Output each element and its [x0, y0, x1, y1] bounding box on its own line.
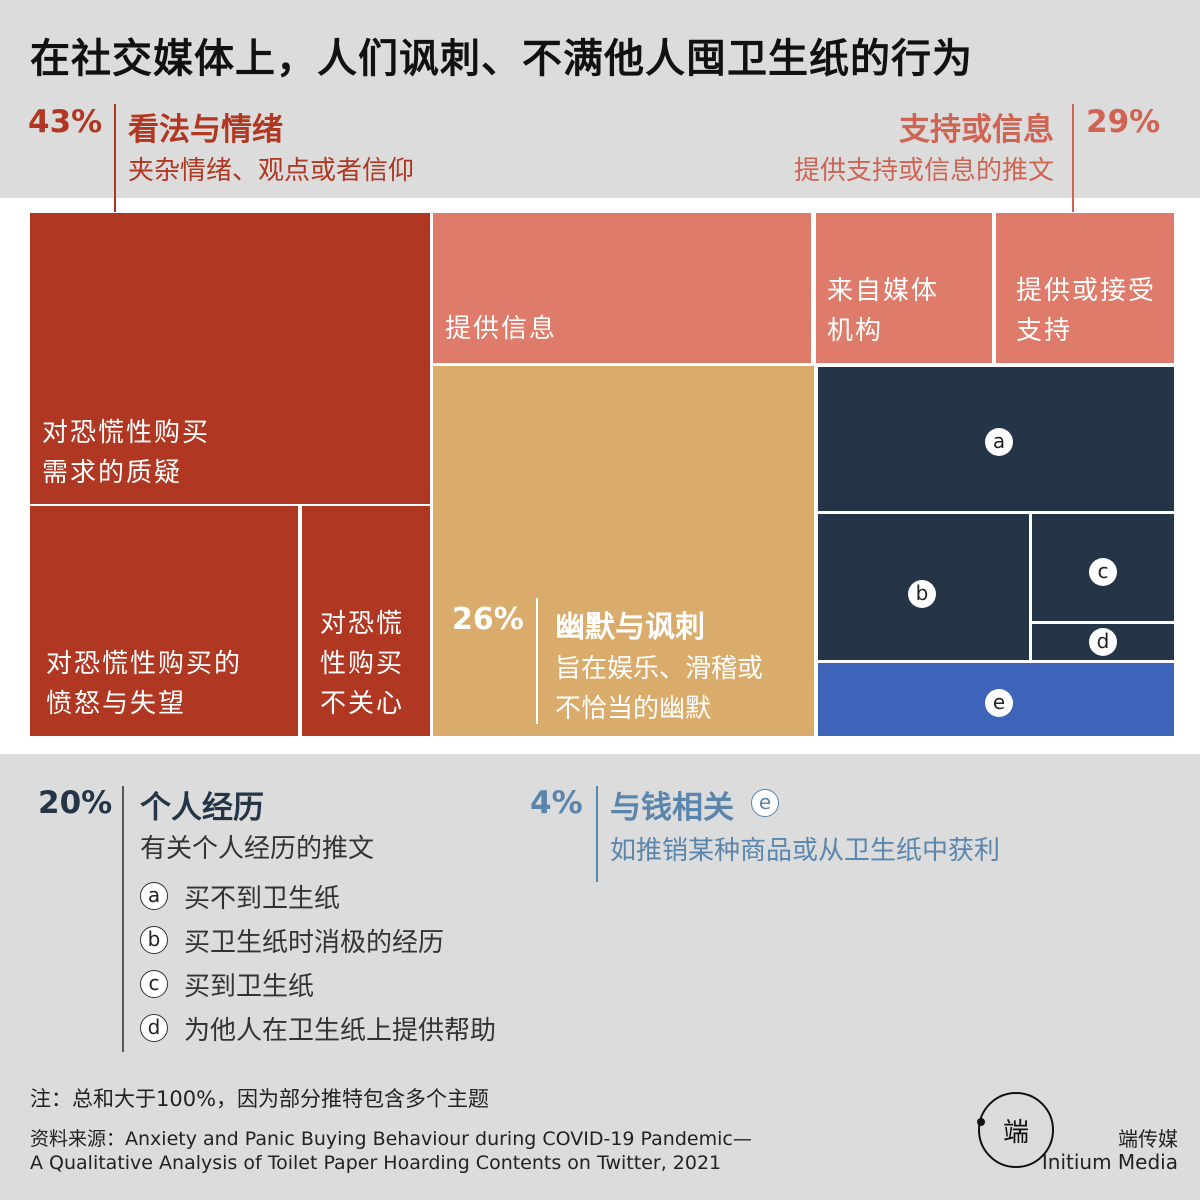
tile-label: 提供信息 — [445, 309, 557, 349]
marker-e: e — [985, 689, 1013, 717]
tile-personal-c: c — [1032, 514, 1174, 621]
tile-label-line: 对恐慌性购买的 — [46, 649, 243, 679]
tile-label-line: 对恐慌性购买 — [42, 418, 211, 448]
tile-support-help: 提供或接受 支持 — [996, 213, 1174, 363]
legend-text-c: 买到卫生纸 — [184, 972, 315, 1002]
legend-marker-b: b — [140, 926, 168, 954]
support-divider — [1072, 104, 1074, 212]
logo-dot-icon — [977, 1118, 985, 1126]
footnote: 注：总和大于100%，因为部分推特包含多个主题 — [30, 1087, 490, 1111]
tile-label-line: 提供或接受 — [1016, 276, 1157, 306]
humor-desc-line: 旨在娱乐、滑稽或 — [555, 654, 764, 684]
support-percent: 29% — [1086, 104, 1161, 140]
legend-text-a: 买不到卫生纸 — [184, 884, 341, 914]
source-line: 资料来源：Anxiety and Panic Buying Behaviour … — [30, 1128, 752, 1150]
humor-divider — [536, 598, 538, 724]
personal-title: 个人经历 — [140, 790, 264, 826]
legend-marker-c: c — [140, 970, 168, 998]
personal-desc: 有关个人经历的推文 — [140, 834, 375, 864]
tile-label-line: 性购买 — [320, 649, 405, 679]
tile-support-media: 来自媒体 机构 — [816, 213, 992, 363]
tile-label-line: 对恐慌 — [320, 609, 405, 639]
tile-personal-a: a — [818, 367, 1174, 511]
header-band — [0, 0, 1200, 198]
tile-support-info: 提供信息 — [433, 213, 811, 363]
brand-logo: 端 — [977, 1092, 1054, 1168]
legend-text-b: 买卫生纸时消极的经历 — [184, 928, 445, 958]
legend-marker-a: a — [140, 882, 168, 910]
marker-c: c — [1089, 558, 1117, 586]
money-percent: 4% — [530, 785, 583, 821]
opinion-divider — [114, 104, 116, 212]
tile-label: 对恐慌 性购买 不关心 — [320, 604, 404, 724]
legend-text-d: 为他人在卫生纸上提供帮助 — [184, 1016, 497, 1046]
tile-money: e — [818, 663, 1174, 736]
money-marker-e: e — [751, 789, 779, 817]
personal-divider — [122, 786, 124, 1052]
tile-label: 对恐慌性购买 需求的质疑 — [42, 413, 210, 493]
opinion-desc: 夹杂情绪、观点或者信仰 — [128, 156, 415, 186]
support-title: 支持或信息 — [899, 112, 1054, 148]
tile-label-line: 愤怒与失望 — [46, 689, 187, 719]
source-line: A Qualitative Analysis of Toilet Paper H… — [30, 1152, 722, 1174]
marker-b: b — [908, 580, 936, 608]
humor-percent: 26% — [452, 602, 524, 637]
tile-label: 提供或接受 支持 — [1016, 271, 1156, 351]
brand-name-en: Initium Media — [1041, 1150, 1178, 1174]
tile-personal-d: d — [1032, 624, 1174, 660]
marker-d: d — [1089, 628, 1117, 656]
brand-name-cn: 端传媒 — [1118, 1127, 1178, 1151]
tile-opinion-indifferent: 对恐慌 性购买 不关心 — [302, 506, 430, 736]
tile-humor — [433, 366, 814, 736]
legend-marker-d: d — [140, 1014, 168, 1042]
tile-label-line: 来自媒体 — [827, 276, 940, 306]
support-desc: 提供支持或信息的推文 — [793, 156, 1054, 186]
opinion-title: 看法与情绪 — [128, 112, 283, 148]
tile-label-line: 不关心 — [320, 689, 405, 719]
humor-title: 幽默与讽刺 — [555, 610, 705, 645]
money-desc: 如推销某种商品或从卫生纸中获利 — [610, 836, 1001, 866]
personal-percent: 20% — [38, 785, 113, 821]
tile-label-line: 支持 — [1016, 316, 1073, 346]
page-title: 在社交媒体上，人们讽刺、不满他人囤卫生纸的行为 — [30, 36, 973, 82]
tile-label-line: 提供信息 — [445, 314, 558, 344]
logo-glyph: 端 — [1002, 1117, 1029, 1148]
tile-opinion-anger: 对恐慌性购买的 愤怒与失望 — [30, 506, 298, 736]
money-divider — [596, 786, 598, 882]
money-title: 与钱相关 — [610, 790, 734, 826]
opinion-percent: 43% — [28, 104, 103, 140]
marker-a: a — [985, 428, 1013, 456]
tile-label: 对恐慌性购买的 愤怒与失望 — [46, 644, 242, 724]
tile-label-line: 需求的质疑 — [42, 458, 183, 488]
tile-label-line: 机构 — [827, 316, 884, 346]
tile-personal-b: b — [818, 514, 1029, 660]
tile-label: 来自媒体 机构 — [827, 271, 939, 351]
tile-opinion-questioning: 对恐慌性购买 需求的质疑 — [30, 213, 430, 504]
humor-desc-line: 不恰当的幽默 — [555, 694, 712, 724]
